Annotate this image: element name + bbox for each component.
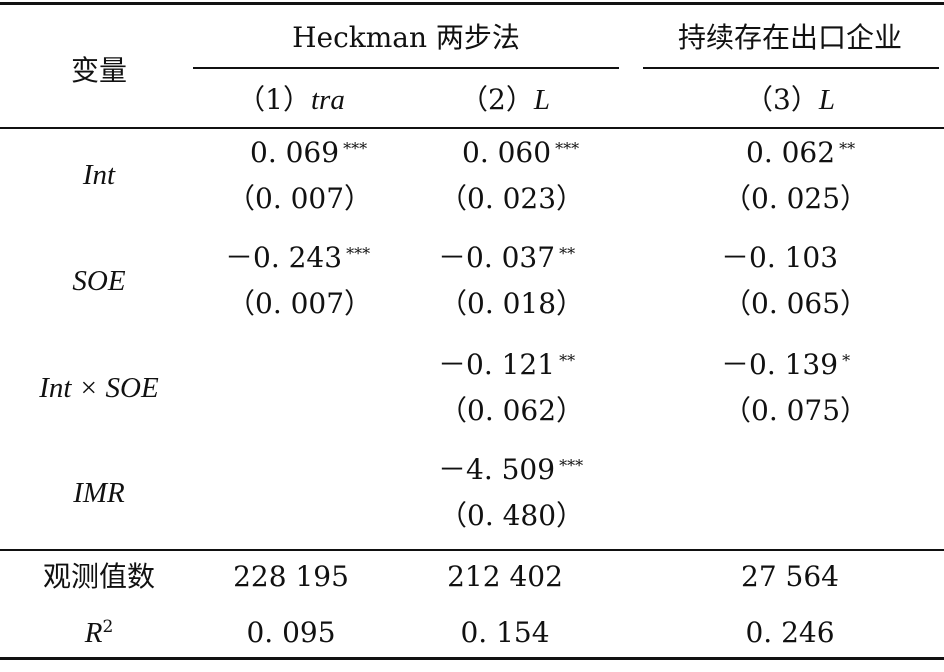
variable-header: 变量: [70, 54, 128, 87]
row-label-imr: IMR: [73, 477, 125, 509]
r2-col1: 0. 095: [246, 616, 336, 649]
soe-col1-se: （0. 007）: [227, 287, 373, 320]
group-header-heckman: Heckman 两步法: [292, 21, 520, 54]
col1-header: （1）tra: [237, 83, 345, 117]
int-soe-col2-coef: －0. 121 **: [438, 348, 576, 381]
body-rule: [0, 549, 944, 551]
row-label-soe: SOE: [72, 265, 126, 297]
int-soe-col2-se: （0. 062）: [439, 394, 585, 427]
soe-col3-coef: －0. 103: [721, 241, 839, 274]
group-header-persistent: 持续存在出口企业: [677, 21, 903, 54]
int-col3-se: （0. 025）: [723, 182, 869, 215]
soe-col2-coef: －0. 037 **: [438, 241, 576, 274]
row-label-int: Int: [82, 159, 116, 191]
soe-col2-se: （0. 018）: [439, 287, 585, 320]
obs-col1: 228 195: [233, 560, 349, 593]
int-col2-coef: 0. 060 ***: [462, 136, 580, 169]
r2-col2: 0. 154: [460, 616, 550, 649]
int-soe-col3-se: （0. 075）: [723, 394, 869, 427]
group1-underline: [193, 67, 619, 69]
obs-col2: 212 402: [447, 560, 563, 593]
int-col2-se: （0. 023）: [439, 182, 585, 215]
imr-col2-se: （0. 480）: [439, 499, 585, 532]
bottom-rule: [0, 657, 944, 660]
group2-underline: [643, 67, 939, 69]
soe-col3-se: （0. 065）: [723, 287, 869, 320]
int-col3-coef: 0. 062 **: [746, 136, 856, 169]
int-soe-col3-coef: －0. 139 *: [721, 348, 851, 381]
imr-col2-coef: －4. 509 ***: [438, 453, 584, 486]
col3-header: （3）L: [745, 83, 835, 117]
obs-label: 观测值数: [42, 560, 156, 593]
top-rule: [0, 2, 944, 5]
row-label-int-soe: Int × SOE: [39, 372, 159, 404]
int-col1-se: （0. 007）: [227, 182, 373, 215]
int-col1-coef: 0. 069 ***: [250, 136, 368, 169]
soe-col1-coef: －0. 243 ***: [225, 241, 371, 274]
header-rule: [0, 127, 944, 129]
obs-col3: 27 564: [741, 560, 839, 593]
r2-label: R2: [84, 617, 114, 649]
r2-col3: 0. 246: [745, 616, 835, 649]
col2-header: （2）L: [460, 83, 550, 117]
